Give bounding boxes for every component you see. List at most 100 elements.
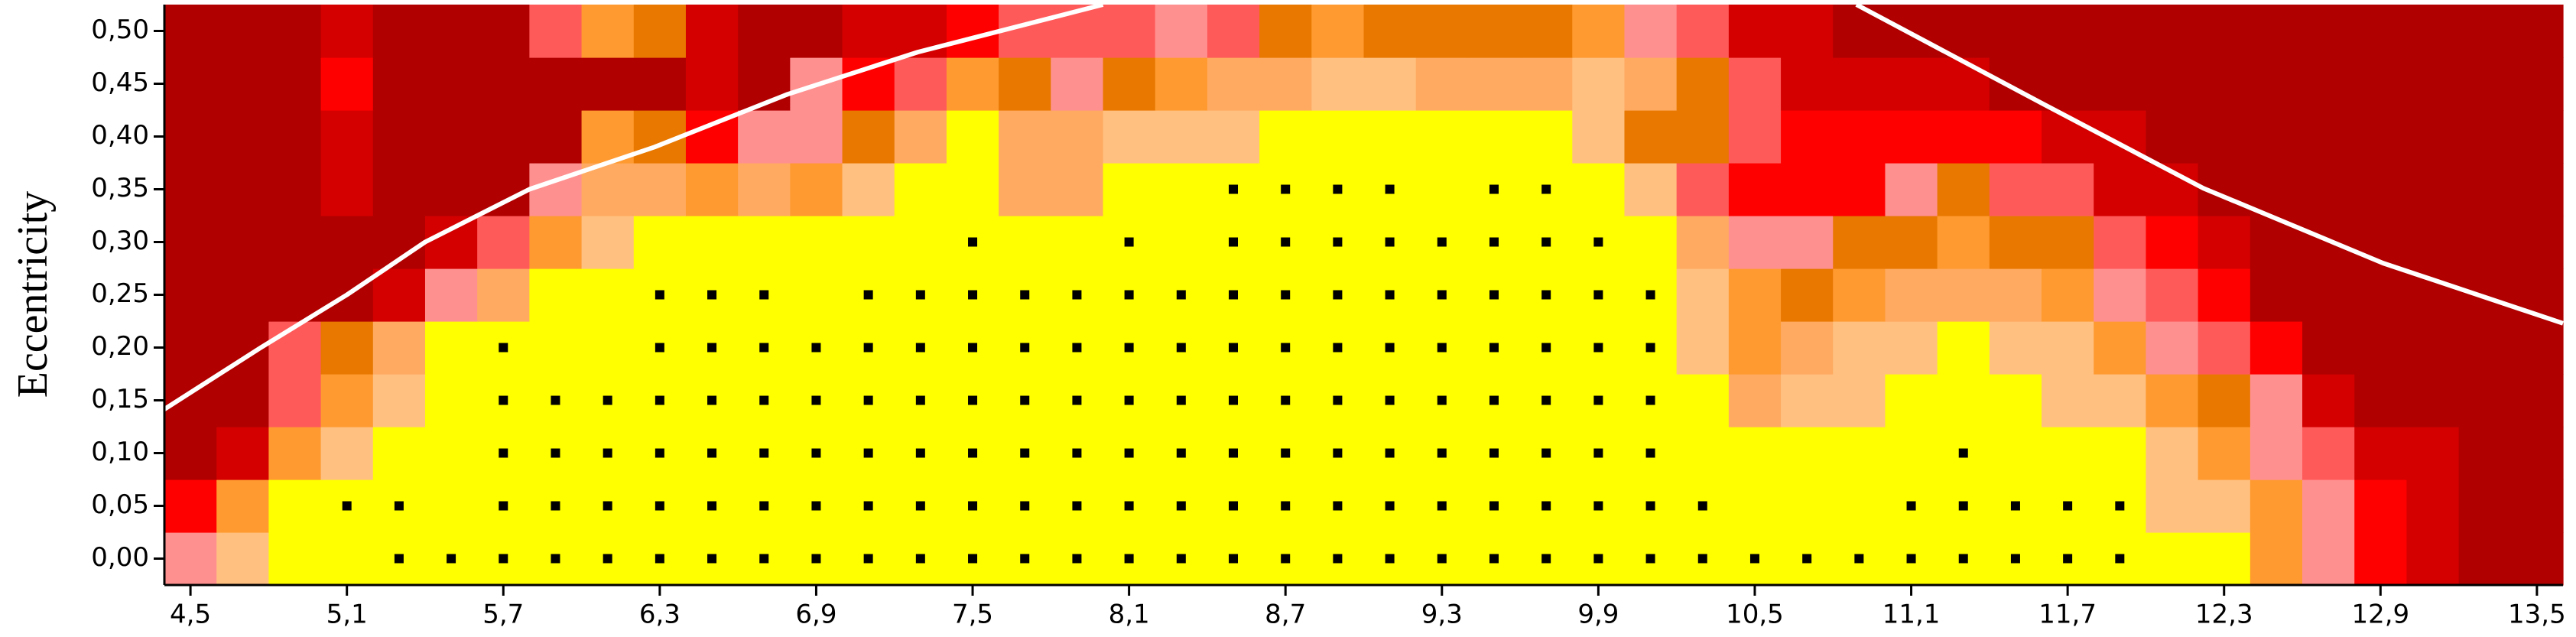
stability-marker — [1645, 343, 1655, 353]
stability-marker — [394, 554, 404, 564]
heatmap-cell — [268, 374, 322, 427]
stability-marker — [1645, 554, 1655, 564]
heatmap-cell — [2094, 321, 2147, 375]
heatmap-cells — [164, 5, 2564, 586]
stability-marker — [1385, 501, 1395, 511]
stability-marker — [499, 554, 508, 564]
heatmap-cell — [1781, 427, 1834, 480]
heatmap-cell — [268, 532, 322, 586]
x-tick-label: 7,5 — [952, 600, 993, 630]
heatmap-cell — [2146, 321, 2199, 375]
x-tick-label: 8,1 — [1109, 600, 1150, 630]
stability-marker — [1593, 237, 1603, 247]
heatmap-cell — [2198, 479, 2251, 533]
heatmap-cell — [1833, 216, 1886, 269]
stability-marker — [1281, 290, 1291, 300]
stability-marker — [1645, 501, 1655, 511]
heatmap-cell — [1520, 110, 1573, 164]
heatmap-cell — [164, 268, 217, 322]
heatmap-cell — [2250, 374, 2303, 427]
stability-marker — [707, 395, 717, 405]
heatmap-cell — [2406, 532, 2460, 586]
heatmap-cell — [738, 110, 791, 164]
stability-marker — [707, 343, 717, 353]
y-axis-label: Eccentricity — [9, 191, 57, 398]
stability-marker — [1333, 501, 1343, 511]
heatmap-cell — [164, 57, 217, 111]
heatmap-cell — [581, 163, 635, 216]
heatmap-cell — [1833, 321, 1886, 375]
heatmap-cell — [1781, 110, 1834, 164]
stability-marker — [759, 290, 769, 300]
heatmap-cell — [2302, 268, 2355, 322]
heatmap-cell — [842, 110, 895, 164]
heatmap-cell — [946, 57, 999, 111]
heatmap-cell — [2094, 268, 2147, 322]
heatmap-cell — [529, 163, 583, 216]
heatmap-cell — [894, 163, 947, 216]
stability-marker — [1489, 501, 1499, 511]
heatmap-cell — [268, 163, 322, 216]
stability-marker — [759, 448, 769, 458]
heatmap-cell — [633, 163, 687, 216]
heatmap-cell — [1676, 427, 1730, 480]
heatmap-cell — [1155, 57, 1208, 111]
stability-marker — [1281, 554, 1291, 564]
heatmap-cell — [2458, 216, 2512, 269]
heatmap-cell — [1937, 163, 1990, 216]
heatmap-cell — [2146, 479, 2199, 533]
stability-marker — [863, 395, 873, 405]
heatmap-cell — [424, 5, 478, 58]
heatmap-cell — [372, 110, 426, 164]
heatmap-cell — [1676, 374, 1730, 427]
stability-marker — [1020, 290, 1030, 300]
heatmap-cell — [2094, 216, 2147, 269]
heatmap-cell — [2406, 374, 2460, 427]
heatmap-cell — [2406, 321, 2460, 375]
stability-marker — [915, 343, 925, 353]
heatmap-cell — [1051, 163, 1104, 216]
stability-marker — [1385, 395, 1395, 405]
heatmap-cell — [164, 110, 217, 164]
heatmap-cell — [1415, 5, 1469, 58]
stability-marker — [1906, 554, 1916, 564]
y-tick-label: 0,45 — [91, 67, 149, 98]
stability-marker — [1176, 448, 1186, 458]
heatmap-cell — [633, 57, 687, 111]
y-tick-label: 0,00 — [91, 542, 149, 573]
stability-marker — [1541, 343, 1551, 353]
heatmap-cell — [1989, 268, 2042, 322]
stability-marker — [655, 343, 664, 353]
stability-marker — [1697, 554, 1707, 564]
stability-marker — [759, 343, 769, 353]
heatmap-cell — [2406, 57, 2460, 111]
heatmap-cell — [372, 268, 426, 322]
heatmap-cell — [424, 163, 478, 216]
heatmap-cell — [1467, 110, 1521, 164]
heatmap-cell — [1676, 321, 1730, 375]
stability-marker — [968, 448, 978, 458]
heatmap-cell — [2302, 532, 2355, 586]
heatmap-cell — [2250, 216, 2303, 269]
heatmap-cell — [1311, 110, 1365, 164]
heatmap-cell — [216, 57, 269, 111]
heatmap-cell — [1415, 110, 1469, 164]
x-tick-label: 13,5 — [2508, 600, 2566, 630]
heatmap-cell — [1624, 163, 1678, 216]
heatmap-cell — [2354, 5, 2408, 58]
heatmap-cell — [1624, 5, 1678, 58]
heatmap-cell — [2198, 57, 2251, 111]
y-tick-label: 0,15 — [91, 384, 149, 414]
stability-marker — [1541, 184, 1551, 194]
heatmap-cell — [1155, 163, 1208, 216]
stability-marker — [1072, 395, 1082, 405]
stability-marker — [551, 501, 560, 511]
heatmap-cell — [1676, 110, 1730, 164]
stability-marker — [1176, 395, 1186, 405]
heatmap-cell — [164, 532, 217, 586]
stability-marker — [1072, 290, 1082, 300]
heatmap-cell — [1989, 5, 2042, 58]
heatmap-cell — [2458, 5, 2512, 58]
stability-marker — [1229, 448, 1239, 458]
stability-marker — [811, 395, 821, 405]
